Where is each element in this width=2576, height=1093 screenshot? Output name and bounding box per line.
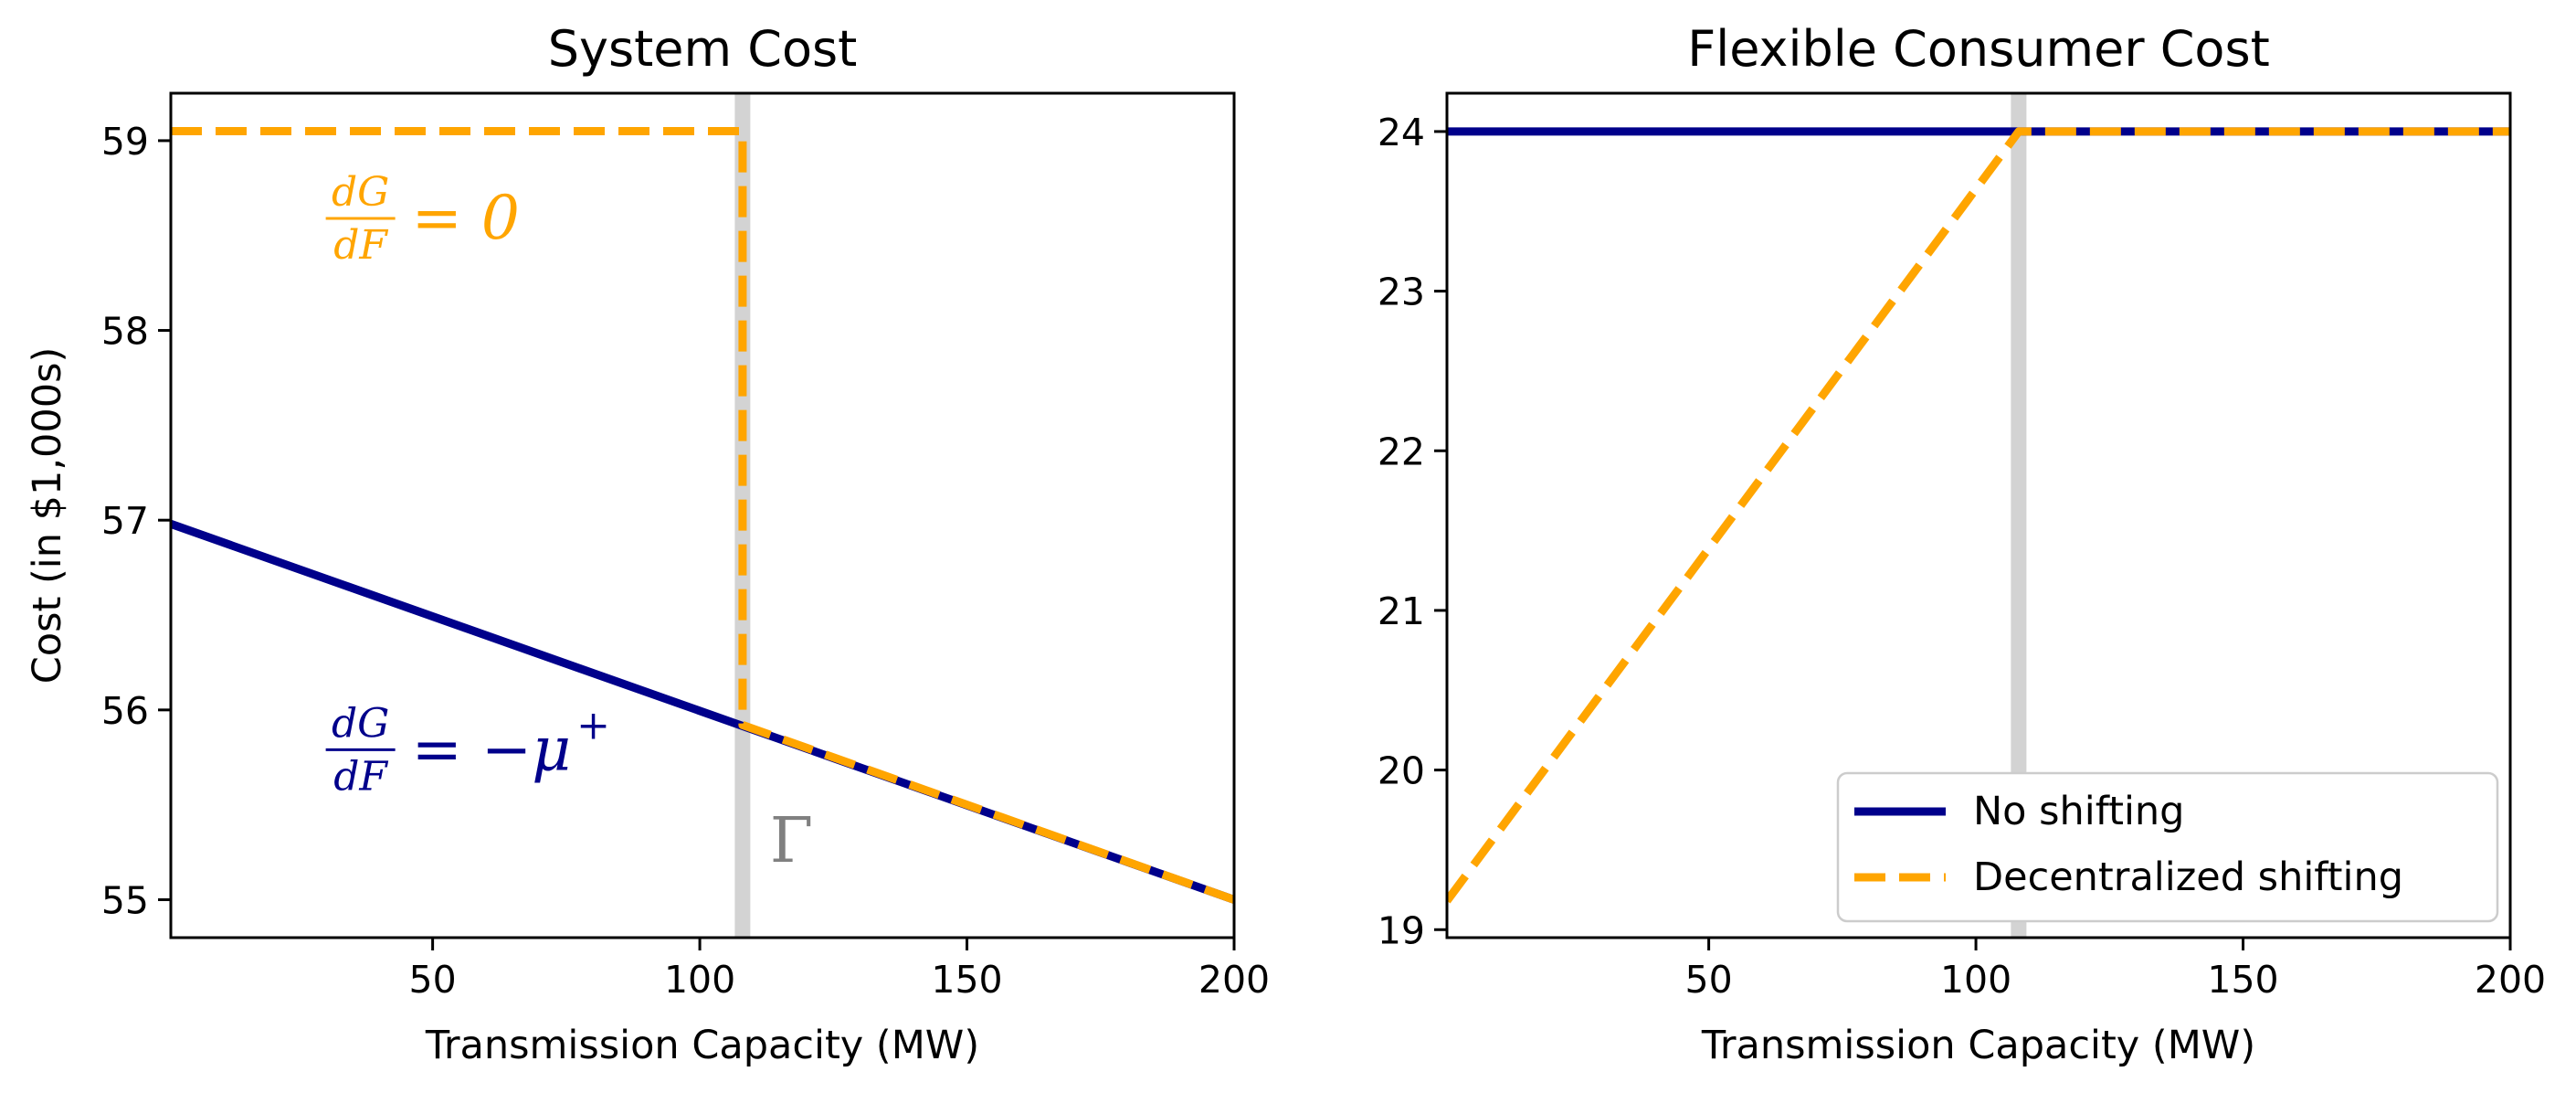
y-tick-label: 55: [101, 878, 149, 922]
y-tick-label: 57: [101, 499, 149, 543]
x-tick-label: 100: [1940, 958, 2011, 1002]
legend-label-decentralized-shifting: Decentralized shifting: [1973, 854, 2403, 900]
axes-frame: [1445, 91, 2512, 939]
y-axis-label: Cost (in $1,000s): [25, 347, 70, 684]
x-tick-label: 50: [409, 958, 457, 1002]
annotations: dG dF = 0 dG dF = −μ +: [325, 169, 610, 800]
series-decentralized-shifting: [1447, 127, 2510, 904]
fraction-numerator: dG: [332, 169, 389, 216]
chart-title: Flexible Consumer Cost: [1687, 20, 2270, 78]
axes-frame: [169, 91, 1236, 939]
gamma-label: Γ: [770, 805, 813, 877]
y-tick-label: 59: [101, 120, 149, 164]
equation-rhs: = 0: [412, 183, 520, 253]
series-decentralized-shifting: [171, 127, 1234, 904]
series-no-shifting: [171, 520, 1234, 904]
x-tick-label: 50: [1685, 958, 1733, 1002]
slope-annotation: dG dF = −μ +: [325, 700, 610, 800]
x-tick-label: 200: [2475, 958, 2546, 1002]
system-cost-panel: System Cost 50 100 150 200 55 56 57 58 59 Transm…: [25, 20, 1270, 1068]
equation-superscript: +: [576, 702, 610, 748]
x-axis-label: Transmission Capacity (MW): [425, 1023, 979, 1068]
y-tick-label: 21: [1378, 589, 1425, 633]
axis-ticks: 50 100 150 200 55 56 57 58 59: [101, 120, 1270, 1002]
fraction-denominator: dF: [333, 222, 388, 269]
legend: No shifting Decentralized shifting: [1836, 771, 2499, 923]
y-tick-label: 22: [1378, 430, 1425, 473]
y-tick-label: 19: [1378, 908, 1425, 952]
equation-rhs: = −μ: [412, 714, 571, 784]
x-axis-label: Transmission Capacity (MW): [1701, 1023, 2255, 1068]
x-tick-label: 150: [2207, 958, 2278, 1002]
y-tick-label: 23: [1378, 271, 1425, 314]
y-tick-label: 24: [1378, 111, 1425, 154]
y-tick-label: 58: [101, 310, 149, 354]
y-tick-label: 56: [101, 689, 149, 733]
flexible-consumer-cost-panel: Flexible Consumer Cost 50 100 150 200 19 20 21…: [1378, 20, 2546, 1068]
fraction-denominator: dF: [333, 753, 388, 800]
x-tick-label: 200: [1198, 958, 1270, 1002]
legend-box: [1836, 771, 2499, 923]
chart-title: System Cost: [548, 20, 858, 78]
x-tick-label: 150: [931, 958, 1002, 1002]
axis-ticks: 50 100 150 200 19 20 21 22 23 24: [1378, 111, 2546, 1002]
plot-area: [171, 93, 1234, 938]
y-tick-label: 20: [1378, 749, 1425, 793]
slope-annotation: dG dF = 0: [325, 169, 520, 269]
x-tick-label: 100: [664, 958, 735, 1002]
legend-label-no-shifting: No shifting: [1973, 789, 2184, 834]
fraction-numerator: dG: [332, 700, 389, 747]
